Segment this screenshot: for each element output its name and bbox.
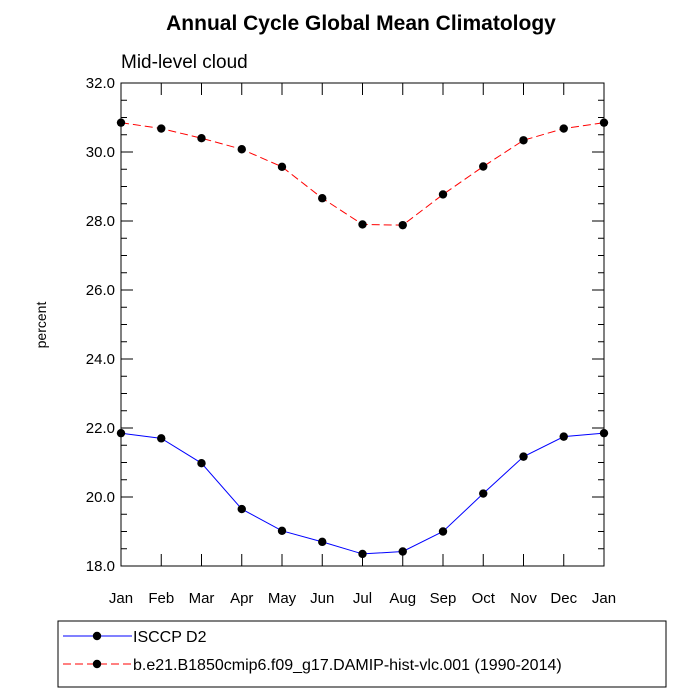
y-tick-label: 32.0 <box>86 75 115 92</box>
data-point-series-0 <box>197 458 206 468</box>
x-tick-label: Feb <box>148 590 174 607</box>
y-tick-label: 24.0 <box>86 351 115 368</box>
data-point-series-0 <box>398 547 407 556</box>
data-point-series-1 <box>479 162 488 171</box>
data-point-series-1 <box>438 190 448 199</box>
series-line-1 <box>120 122 605 226</box>
data-point-series-0 <box>438 527 448 536</box>
x-tick-label: Apr <box>230 590 253 607</box>
data-point-series-0 <box>277 526 287 536</box>
data-point-series-1 <box>559 124 568 133</box>
data-point-series-0 <box>599 428 609 438</box>
series-layer <box>116 118 609 559</box>
x-tick-label: Jun <box>310 590 334 607</box>
legend-label-1: b.e21.B1850cmip6.f09_g17.DAMIP-hist-vlc.… <box>133 657 562 674</box>
data-point-series-0 <box>479 489 488 498</box>
y-tick-label: 22.0 <box>86 420 115 437</box>
chart-title: Annual Cycle Global Mean Climatology <box>166 12 556 35</box>
data-point-series-0 <box>358 549 367 559</box>
y-axis-label: percent <box>33 302 49 349</box>
x-tick-label: Mar <box>189 590 215 607</box>
x-tick-label: Jan <box>109 590 133 607</box>
data-point-series-1 <box>358 220 367 229</box>
data-point-series-1 <box>277 162 287 172</box>
data-point-series-0 <box>318 537 327 547</box>
y-tick-label: 30.0 <box>86 144 115 161</box>
legend-label-0: ISCCP D2 <box>133 629 207 646</box>
data-point-series-0 <box>559 432 568 441</box>
data-point-series-1 <box>599 118 609 127</box>
x-tick-label: Dec <box>550 590 577 607</box>
data-point-series-1 <box>116 118 126 127</box>
data-point-series-1 <box>197 134 206 143</box>
data-point-series-1 <box>318 194 327 203</box>
data-point-series-0 <box>519 452 528 461</box>
data-point-series-1 <box>237 145 246 154</box>
x-tick-label: Nov <box>510 590 537 607</box>
x-tick-label: Sep <box>430 590 457 607</box>
x-tick-label: Jan <box>592 590 616 607</box>
legend-marker-1 <box>92 659 102 669</box>
legend: ISCCP D2 b.e21.B1850cmip6.f09_g17.DAMIP-h… <box>57 620 667 688</box>
x-tick-label: May <box>268 590 297 607</box>
data-point-series-1 <box>519 136 528 145</box>
data-point-series-0 <box>157 434 166 443</box>
x-tick-label: Oct <box>472 590 496 607</box>
data-point-series-1 <box>398 220 407 230</box>
plot-frame <box>120 82 605 567</box>
y-tick-label: 26.0 <box>86 282 115 299</box>
legend-box <box>57 620 667 688</box>
legend-marker-0 <box>92 631 102 641</box>
y-axis: 18.0 20.0 22.0 24.0 26.0 28.0 30.0 32.0 <box>86 75 604 575</box>
series-line-0 <box>120 432 605 555</box>
data-point-series-1 <box>157 124 166 133</box>
y-tick-label: 28.0 <box>86 213 115 230</box>
x-tick-label: Jul <box>353 590 372 607</box>
y-tick-label: 18.0 <box>86 558 115 575</box>
data-point-series-0 <box>116 428 126 438</box>
x-axis: Jan Feb Mar Apr May Jun Jul Aug Sep Oct Nov Dec Jan <box>109 83 616 607</box>
data-point-series-0 <box>237 504 246 514</box>
chart-subtitle: Mid-level cloud <box>121 52 248 73</box>
y-tick-label: 20.0 <box>86 489 115 506</box>
x-tick-label: Aug <box>389 590 416 607</box>
